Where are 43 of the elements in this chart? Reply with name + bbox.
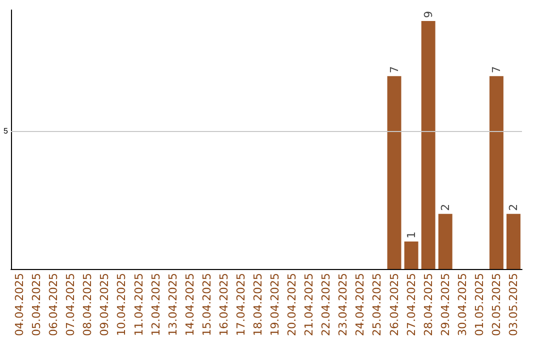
bar [404,241,418,269]
data-label: 1 [404,231,418,238]
data-label: 2 [438,204,452,211]
bar [421,21,436,269]
x-tick-label: 24.04.2025 [354,273,367,336]
x-tick-label: 08.04.2025 [81,273,94,336]
x-tick-label: 25.04.2025 [370,273,384,336]
x-tick-label: 10.04.2025 [115,273,128,336]
x-tick-label: 20.04.2025 [286,273,299,336]
data-label: 7 [388,66,401,74]
data-label: 9 [422,11,435,18]
x-tick-label: 29.04.2025 [438,273,452,336]
x-tick-label: 06.04.2025 [47,273,60,336]
x-tick-label: 23.04.2025 [336,273,350,336]
x-tick-label: 09.04.2025 [98,273,112,336]
data-label: 7 [490,66,503,74]
ref-line-label: 5 [4,126,9,136]
x-tick-label: 30.04.2025 [456,273,469,336]
x-tick-label: 19.04.2025 [268,273,282,336]
x-tick-label: 17.04.2025 [234,273,248,336]
x-tick-label: 11.04.2025 [132,273,146,336]
x-tick-label: 05.04.2025 [30,273,44,336]
bar [489,76,504,269]
x-tick-label: 16.04.2025 [217,273,230,336]
x-tick-label: 27.04.2025 [404,273,418,336]
bar [387,76,402,269]
x-tick-label: 14.04.2025 [183,273,196,336]
x-tick-label: 26.04.2025 [388,273,401,336]
x-tick-label: 12.04.2025 [149,273,162,336]
bar [506,214,520,269]
bar [438,214,452,269]
x-tick-label: 02.05.2025 [490,273,503,336]
x-tick-label: 04.04.2025 [13,273,26,336]
x-tick-label: 07.04.2025 [64,273,78,336]
x-tick-label: 18.04.2025 [251,273,264,336]
x-tick-label: 03.05.2025 [506,273,520,336]
x-tick-label: 13.04.2025 [166,273,180,336]
x-tick-label: 22.04.2025 [320,273,333,336]
x-tick-label: 28.04.2025 [422,273,435,336]
x-tick-label: 21.04.2025 [302,273,316,336]
data-label: 2 [506,204,520,211]
x-tick-label: 01.05.2025 [472,273,486,336]
x-tick-label: 15.04.2025 [200,273,214,336]
